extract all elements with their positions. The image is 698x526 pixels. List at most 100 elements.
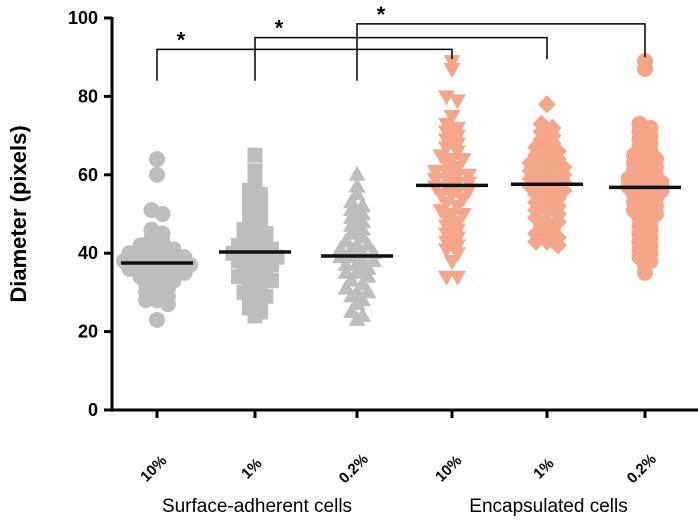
triangle-point bbox=[337, 255, 355, 271]
category-label: 0.2% bbox=[336, 451, 372, 487]
triangle-down-point bbox=[449, 129, 466, 145]
triangle-down-point bbox=[438, 235, 455, 251]
triangle-point bbox=[348, 310, 366, 326]
triangle-down-point bbox=[438, 196, 455, 212]
triangle-down-point bbox=[443, 255, 461, 271]
significance-star: * bbox=[177, 27, 186, 52]
triangle-down-point bbox=[443, 110, 461, 125]
diamond-point bbox=[527, 232, 545, 251]
triangle-down-point bbox=[438, 117, 455, 133]
significance-bracket bbox=[254, 36, 548, 81]
y-tick-label: 20 bbox=[78, 322, 98, 342]
triangle-point bbox=[354, 197, 371, 213]
circle-point bbox=[637, 60, 653, 77]
circle-point bbox=[160, 296, 176, 313]
triangle-down-point bbox=[438, 125, 455, 141]
y-axis-label: Diameter (pixels) bbox=[6, 125, 31, 302]
triangle-down-point bbox=[427, 164, 444, 180]
triangle-down-point bbox=[449, 168, 466, 184]
circle-point bbox=[154, 206, 171, 222]
group-label: Surface-adherent cells bbox=[162, 496, 352, 517]
square-point bbox=[247, 147, 263, 163]
y-tick-label: 40 bbox=[78, 243, 98, 263]
square-point bbox=[247, 308, 263, 324]
triangle-down-point bbox=[438, 90, 455, 106]
triangle-down-point bbox=[443, 55, 461, 71]
triangle-down-point bbox=[449, 223, 466, 239]
triangle-down-point bbox=[427, 172, 444, 188]
triangle-down-point bbox=[449, 215, 466, 231]
circle-point bbox=[149, 151, 165, 168]
triangle-down-point bbox=[449, 247, 466, 263]
significance-bracket bbox=[356, 23, 646, 81]
y-ticks: 0 20 40 60 80 100 bbox=[68, 8, 112, 420]
triangle-down-point bbox=[438, 133, 455, 149]
category-label: 10% bbox=[137, 452, 170, 485]
triangle-down-point bbox=[449, 160, 466, 176]
triangle-down-point bbox=[449, 94, 466, 110]
triangle-down-point bbox=[438, 164, 455, 180]
axes: 0 20 40 60 80 100 bbox=[68, 8, 698, 420]
triangle-down-point bbox=[438, 172, 455, 188]
triangle-down-point bbox=[449, 231, 466, 247]
y-tick-label: 80 bbox=[78, 86, 98, 106]
circle-point bbox=[138, 292, 154, 309]
triangle-point bbox=[354, 205, 371, 220]
triangle-down-point bbox=[454, 192, 472, 208]
significance-star: * bbox=[275, 16, 284, 41]
significance-brackets: * * * bbox=[156, 2, 646, 81]
diamond-point bbox=[538, 95, 556, 114]
triangle-down-point bbox=[438, 243, 455, 259]
triangle-down-point bbox=[432, 204, 450, 220]
category-labels: 10% 1% 0.2% 10% 1% 0.2% bbox=[137, 451, 660, 487]
triangle-down-point bbox=[432, 188, 450, 204]
triangle-point bbox=[359, 259, 377, 275]
triangle-down-point bbox=[432, 149, 450, 165]
triangle-down-point bbox=[449, 239, 466, 255]
triangle-point bbox=[343, 240, 360, 256]
triangle-down-point bbox=[438, 270, 455, 286]
triangle-down-point bbox=[449, 270, 466, 286]
category-label: 1% bbox=[238, 455, 265, 482]
triangle-down-point bbox=[443, 188, 461, 204]
triangle-point bbox=[343, 193, 360, 209]
triangle-down-point bbox=[454, 153, 472, 169]
triangle-point bbox=[354, 212, 371, 228]
triangle-down-point bbox=[438, 219, 455, 235]
triangle-down-point bbox=[449, 200, 466, 216]
triangle-down-point bbox=[449, 121, 466, 137]
circle-point bbox=[149, 311, 165, 328]
group-labels: Surface-adherent cells Encapsulated cells bbox=[162, 496, 628, 517]
triangle-down-point bbox=[449, 145, 466, 161]
triangle-point bbox=[343, 216, 360, 232]
median-lines bbox=[121, 182, 681, 265]
triangle-down-point bbox=[449, 137, 466, 153]
group-label: Encapsulated cells bbox=[469, 496, 627, 517]
category-label: 0.2% bbox=[624, 451, 660, 487]
triangle-point bbox=[343, 208, 360, 224]
triangle-down-point bbox=[443, 62, 461, 78]
triangle-point bbox=[348, 165, 366, 181]
category-label: 10% bbox=[432, 452, 465, 485]
y-tick-label: 100 bbox=[68, 8, 98, 28]
triangle-down-point bbox=[460, 184, 477, 200]
triangle-point bbox=[332, 240, 349, 256]
circle-point bbox=[637, 264, 653, 281]
triangle-down-point bbox=[438, 227, 455, 243]
triangle-point bbox=[348, 177, 366, 193]
y-tick-label: 60 bbox=[78, 165, 98, 185]
category-label: 1% bbox=[530, 455, 557, 482]
significance-bracket bbox=[156, 48, 453, 81]
significance-star: * bbox=[377, 2, 386, 27]
circle-point bbox=[149, 166, 165, 183]
triangle-down-point bbox=[438, 141, 455, 157]
triangle-down-point bbox=[438, 211, 455, 227]
data-points bbox=[116, 53, 670, 328]
triangle-down-point bbox=[438, 157, 455, 173]
diamond-point bbox=[549, 236, 567, 255]
y-tick-label: 0 bbox=[88, 400, 98, 420]
triangle-point bbox=[354, 220, 371, 236]
x-ticks bbox=[155, 410, 647, 418]
square-point bbox=[247, 163, 263, 179]
